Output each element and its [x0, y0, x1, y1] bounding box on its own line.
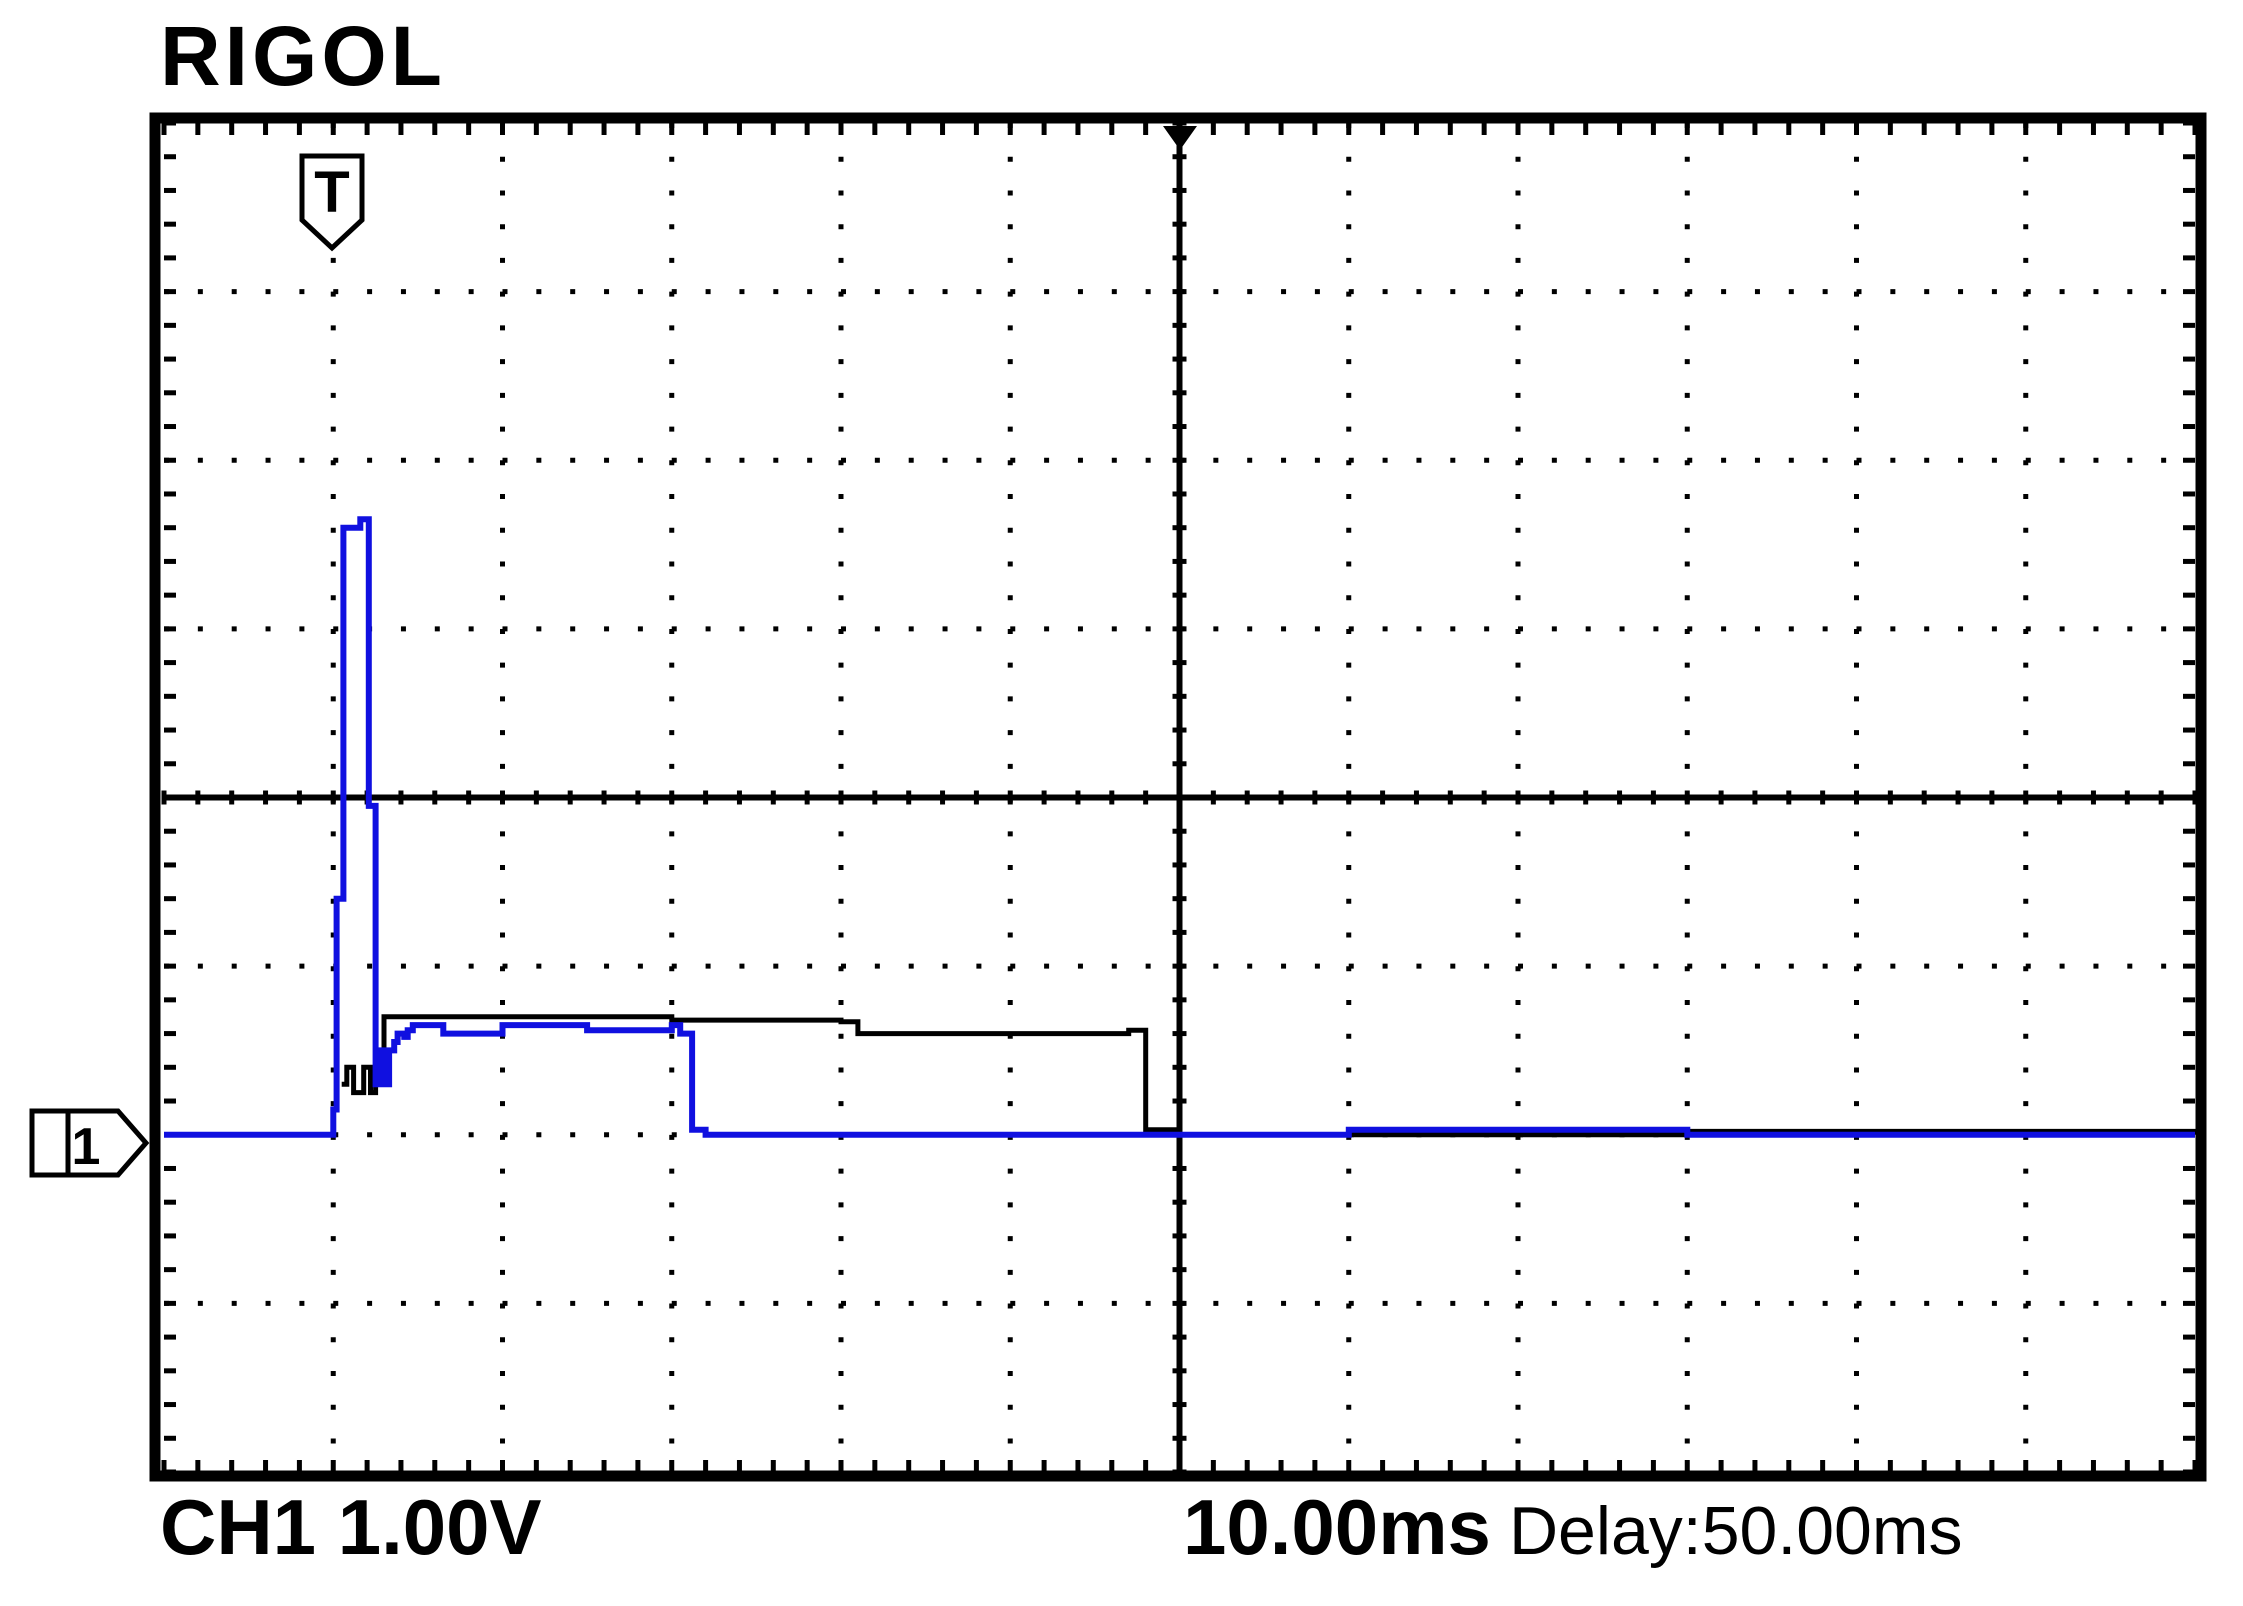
channel-1-ground-marker: 1	[29, 1108, 150, 1178]
vertical-scale-readout: CH1 1.00V	[160, 1488, 542, 1566]
screen-border	[149, 112, 2207, 1482]
time-per-div: 10.00ms	[1183, 1483, 1491, 1571]
channel-marker-label: 1	[72, 1118, 101, 1176]
delay-label: Delay:	[1508, 1493, 1702, 1569]
horizontal-scale-readout: 10.00ms Delay:50.00ms	[1183, 1488, 1963, 1566]
volts-per-div: 1.00V	[337, 1483, 542, 1571]
trigger-position-marker: T	[299, 153, 365, 252]
channel-1-trace	[164, 516, 2195, 1138]
trigger-marker-label: T	[314, 160, 349, 225]
graticule	[161, 120, 2198, 1475]
horizontal-position-marker	[1163, 126, 1197, 150]
channel-2-trace	[341, 1014, 2198, 1138]
brand-logo: RIGOL	[160, 9, 446, 103]
channel-label: CH1	[160, 1483, 317, 1571]
delay-value: 50.00ms	[1701, 1493, 1963, 1569]
waveform-traces	[164, 516, 2198, 1138]
